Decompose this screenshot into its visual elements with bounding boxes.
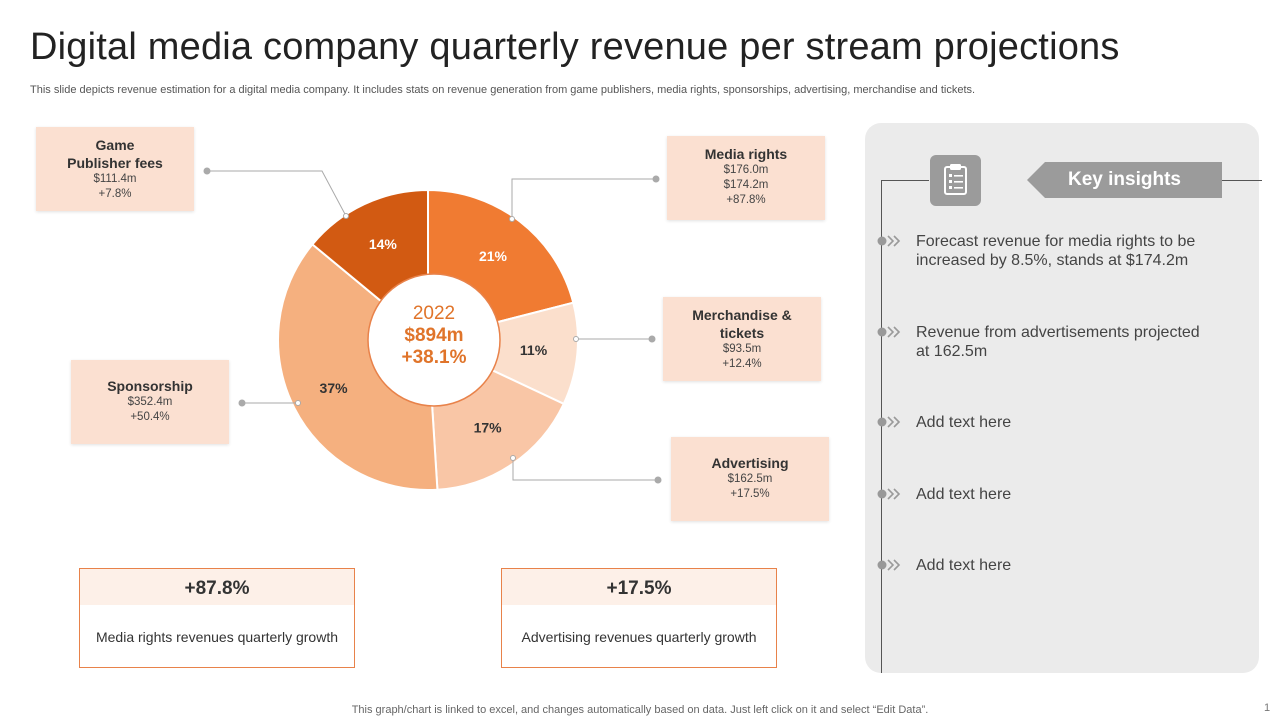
callout-value: $174.2m	[723, 179, 769, 191]
callout-title: Advertising	[711, 455, 789, 471]
center-total: $894m	[404, 325, 464, 346]
callout-growth: +87.8%	[726, 194, 766, 206]
slice-label: 14%	[369, 236, 398, 252]
anchor-dot	[343, 213, 349, 219]
page-subtitle: This slide depicts revenue estimation fo…	[30, 84, 976, 96]
connector-media	[511, 178, 656, 219]
timeline-line	[881, 180, 882, 673]
key-insights-panel	[865, 123, 1259, 673]
callout-media-rights[interactable]: Media rights $176.0m $174.2m +87.8%	[667, 136, 825, 220]
anchor-dot	[573, 336, 579, 342]
slice-label: 11%	[520, 342, 548, 358]
donut-chart[interactable]: 21% 11% 17% 37% 14%	[0, 0, 860, 560]
slice-label: 37%	[320, 380, 349, 396]
callout-title: Sponsorship	[107, 378, 193, 394]
connector-dot	[654, 476, 662, 484]
anchor-dot	[295, 400, 301, 406]
growth-box-advertising[interactable]: +17.5% Advertising revenues quarterly gr…	[501, 568, 777, 668]
pie-slice[interactable]	[277, 242, 439, 491]
footer-note: This graph/chart is linked to excel, and…	[351, 704, 929, 716]
page-title: Digital media company quarterly revenue …	[30, 26, 1120, 68]
double-chevron-icon	[877, 559, 901, 571]
timeline-branch	[1222, 180, 1262, 181]
clipboard-icon	[930, 155, 981, 206]
connector-dots	[203, 167, 662, 484]
callout-title: Publisher fees	[67, 155, 163, 171]
growth-value: +17.5%	[502, 569, 776, 605]
growth-description: Advertising revenues quarterly growth	[521, 629, 757, 645]
connector-game	[207, 170, 347, 217]
callout-merchandise[interactable]: Merchandise & tickets $93.5m +12.4%	[663, 297, 821, 381]
callout-title: Media rights	[704, 146, 788, 162]
pie-slice[interactable]	[425, 301, 579, 406]
double-chevron-icon	[877, 326, 901, 338]
growth-value: +87.8%	[80, 569, 354, 605]
connector-dot	[238, 399, 246, 407]
callout-value: $352.4m	[127, 396, 173, 408]
callout-sponsorship[interactable]: Sponsorship $352.4m +50.4%	[71, 360, 229, 444]
growth-description: Media rights revenues quarterly growth	[95, 629, 338, 645]
callout-advertising[interactable]: Advertising $162.5m +17.5%	[671, 437, 829, 521]
anchor-dot	[510, 455, 516, 461]
callout-growth: +12.4%	[722, 358, 762, 370]
slice-label: 21%	[479, 248, 508, 264]
callout-connectors	[207, 170, 658, 481]
insight-text: Forecast revenue for media rights to be …	[916, 233, 1196, 269]
callout-growth: +17.5%	[730, 488, 770, 500]
connector-dot	[652, 175, 660, 183]
anchor-dot	[509, 216, 515, 222]
callout-value: $162.5m	[727, 473, 773, 485]
callout-growth: +7.8%	[98, 188, 132, 200]
callout-title: tickets	[719, 325, 765, 341]
insight-text: Add text here	[916, 486, 1012, 503]
timeline-branch	[881, 180, 929, 181]
page-number: 1	[1264, 702, 1271, 714]
connector-advert	[512, 458, 658, 481]
callout-title: Game	[95, 137, 135, 153]
callout-value: $111.4m	[93, 173, 137, 185]
callout-game-publisher[interactable]: Game Publisher fees $111.4m +7.8%	[36, 127, 194, 211]
callout-growth: +50.4%	[130, 411, 170, 423]
growth-box-media[interactable]: +87.8% Media rights revenues quarterly g…	[79, 568, 355, 668]
connector-dot	[648, 335, 656, 343]
callout-value: $176.0m	[723, 164, 769, 176]
slice-label: 17%	[474, 420, 503, 436]
double-chevron-icon	[877, 416, 901, 428]
insight-text: Add text here	[916, 414, 1012, 431]
donut-center-label: 2022 $894m +38.1%	[369, 303, 499, 369]
donut-center	[367, 273, 501, 407]
insight-text: Revenue from advertisements projected at…	[916, 324, 1200, 360]
center-growth: +38.1%	[401, 347, 467, 368]
connector-dot	[203, 167, 211, 175]
insight-text: Add text here	[916, 557, 1012, 574]
double-chevron-icon	[877, 488, 901, 500]
slice-anchor-dots	[295, 213, 579, 461]
callout-value: $93.5m	[722, 343, 762, 355]
double-chevron-icon	[877, 235, 901, 247]
callout-title: Merchandise &	[692, 307, 792, 323]
center-year: 2022	[412, 303, 456, 324]
key-insights-header: Key insights	[1027, 162, 1222, 198]
